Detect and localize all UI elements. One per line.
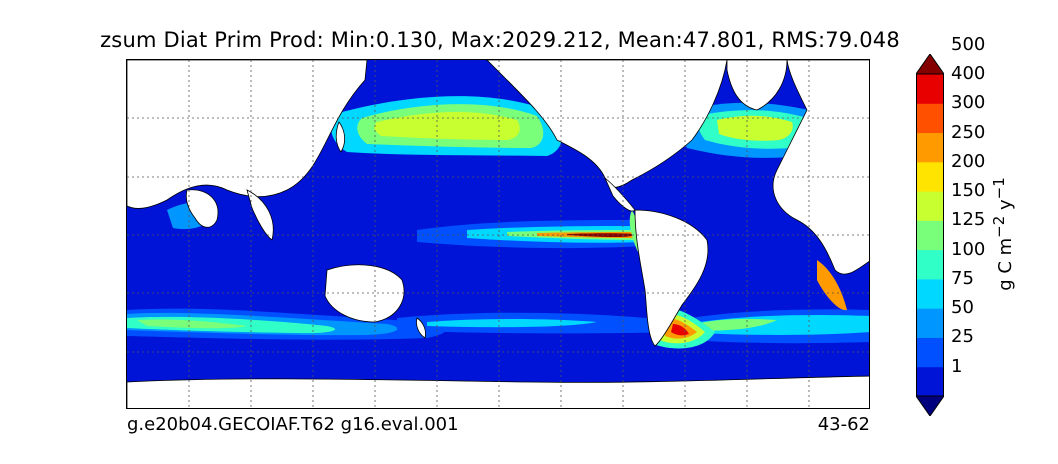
global-ocean-map — [126, 59, 870, 409]
colorbar-bin — [916, 366, 944, 397]
colorbar-tick-label: 250 — [951, 121, 986, 143]
benguela-upwelling — [817, 260, 847, 311]
colorbar-bin — [916, 249, 944, 280]
colorbar-unit-text: g C m−2 y−1 — [990, 177, 1016, 291]
years-label: 43-62 — [817, 414, 870, 435]
colorbar-tick-label: 150 — [951, 180, 986, 202]
colorbar-tick-label: 200 — [951, 150, 986, 172]
map-gridlines — [127, 60, 869, 408]
colorbar-top-extend — [916, 54, 944, 75]
colorbar-tick-label: 300 — [951, 92, 986, 114]
colorbar-bin — [916, 191, 944, 221]
colorbar-bin — [916, 220, 944, 251]
colorbar-tick-label: 50 — [951, 297, 974, 319]
colorbar-tick-label: 100 — [951, 238, 986, 260]
colorbar-bin — [916, 278, 944, 309]
colorbar-tick-label: 400 — [951, 63, 986, 84]
colorbar-bin — [916, 161, 944, 192]
colorbar-frame — [916, 73, 944, 397]
colorbar-tick-label: 75 — [951, 267, 974, 289]
north-atlantic-subpolar-productivity — [681, 102, 821, 158]
colorbar-bin — [916, 132, 944, 163]
southern-ocean-productivity-band — [127, 308, 869, 344]
colorbar-bin — [916, 74, 944, 104]
colorbar-bottom-extend — [916, 395, 944, 416]
colorbar-tick-label: 125 — [951, 209, 986, 231]
land-masses — [127, 60, 869, 408]
colorbar — [916, 54, 944, 416]
north-pacific-subpolar-productivity — [331, 96, 562, 156]
map-title: zsum Diat Prim Prod: Min:0.130, Max:2029… — [100, 28, 900, 52]
colorbar-bin — [916, 337, 944, 368]
colorbar-tick-label: 1 — [951, 355, 963, 377]
equatorial-pacific-upwelling — [417, 220, 664, 249]
colorbar-tick-label: 500 — [951, 33, 986, 55]
colorbar-bin — [916, 308, 944, 338]
colorbar-tick-label: 25 — [951, 326, 974, 348]
case-name-label: g.e20b04.GECOIAF.T62 g16.eval.001 — [127, 414, 459, 435]
colorbar-bin — [916, 103, 944, 134]
